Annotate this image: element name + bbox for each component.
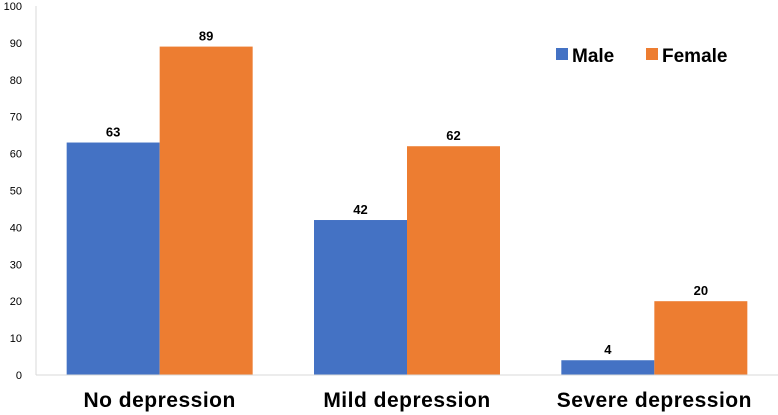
bar-female-1 — [407, 146, 500, 375]
y-tick-label: 30 — [10, 259, 22, 271]
x-category-label: No depression — [83, 389, 235, 412]
bar-male-0 — [67, 143, 160, 375]
data-label-male-2: 4 — [604, 342, 612, 357]
legend-label-male: Male — [572, 46, 614, 67]
y-tick-label: 60 — [10, 149, 22, 161]
data-label-male-0: 63 — [106, 125, 120, 140]
x-category-label: Mild depression — [323, 389, 490, 412]
bars — [67, 47, 748, 375]
bar-male-1 — [314, 220, 407, 375]
y-tick-label: 20 — [10, 296, 22, 308]
data-label-female-0: 89 — [199, 29, 213, 44]
legend-swatch-male — [556, 48, 568, 60]
x-category-label: Severe depression — [557, 389, 752, 412]
y-tick-label: 40 — [10, 222, 22, 234]
y-tick-label: 80 — [10, 75, 22, 87]
y-tick-label: 10 — [10, 333, 22, 345]
bar-female-0 — [160, 47, 253, 375]
data-label-male-1: 42 — [353, 202, 367, 217]
y-tick-label: 70 — [10, 112, 22, 124]
y-tick-label: 100 — [4, 1, 22, 13]
legend-label-female: Female — [662, 46, 727, 67]
y-tick-label: 90 — [10, 38, 22, 50]
legend: Male Female — [556, 46, 727, 67]
y-tick-label: 50 — [10, 186, 22, 198]
x-axis: No depression Mild depression Severe depre… — [36, 375, 778, 412]
bar-male-2 — [561, 360, 654, 375]
y-tick-label: 0 — [16, 370, 22, 382]
legend-swatch-female — [646, 48, 658, 60]
bar-female-2 — [654, 301, 747, 375]
y-axis: 0 10 20 30 40 50 60 70 80 90 100 — [4, 1, 36, 382]
data-label-female-2: 20 — [694, 283, 708, 298]
data-label-female-1: 62 — [446, 128, 460, 143]
